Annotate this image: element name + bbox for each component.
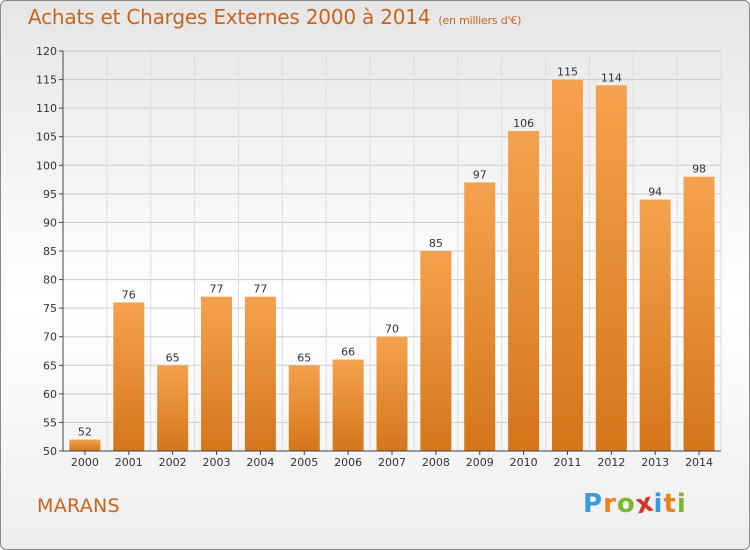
bar-2009: [464, 182, 496, 451]
bar-2000: [69, 439, 101, 451]
x-tick-label: 2000: [71, 456, 99, 469]
y-tick-label: 80: [43, 274, 57, 287]
data-label-2007: 70: [385, 323, 399, 336]
y-tick-label: 50: [43, 445, 57, 458]
data-label-2002: 65: [166, 351, 180, 364]
y-tick-label: 55: [43, 416, 57, 429]
bar-2002: [157, 365, 189, 451]
logo-letter: r: [603, 489, 617, 519]
data-label-2004: 77: [253, 283, 267, 296]
bar-2011: [551, 79, 583, 452]
x-tick-label: 2002: [159, 456, 187, 469]
bar-2003: [201, 296, 233, 451]
logo-letter: i: [653, 489, 664, 519]
y-tick-label: 70: [43, 331, 57, 344]
bar-2010: [508, 131, 540, 451]
axes: 50 55 60 65 70 75 80 85 90 95 100 105 110 115 120 2000 2…: [36, 45, 721, 469]
x-tick-label: 2004: [246, 456, 274, 469]
y-tick-label: 60: [43, 388, 57, 401]
y-tick-label: 65: [43, 359, 57, 372]
data-label-2001: 76: [122, 288, 136, 301]
x-tick-label: 2011: [553, 456, 581, 469]
y-tick-label: 100: [36, 159, 57, 172]
bar-2004: [244, 296, 276, 451]
x-tick-label: 2007: [378, 456, 406, 469]
x-tick-label: 2012: [597, 456, 625, 469]
x-tick-label: 2003: [203, 456, 231, 469]
bar-2012: [595, 85, 627, 452]
y-tick-label: 110: [36, 102, 57, 115]
y-tick-label: 90: [43, 216, 57, 229]
data-label-2011: 115: [557, 66, 578, 79]
x-tick-label: 2006: [334, 456, 362, 469]
data-label-2003: 77: [210, 283, 224, 296]
chart-title: Achats et Charges Externes 2000 à 2014 (e…: [28, 5, 521, 29]
proxiti-logo: Proxiti: [583, 487, 687, 520]
x-tick-label: 2013: [641, 456, 669, 469]
x-tick-label: 2014: [685, 456, 713, 469]
y-tick-label: 105: [36, 131, 57, 144]
bar-2006: [332, 359, 364, 451]
bars: 52 76 65 77 77 65 66 70 85 97 106 115 114 94 98: [69, 66, 715, 452]
bar-2007: [376, 336, 408, 451]
x-tick-label: 2005: [290, 456, 318, 469]
x-tick-label: 2008: [422, 456, 450, 469]
data-label-2012: 114: [601, 71, 622, 84]
bar-2014: [683, 176, 715, 451]
logo-letter: P: [583, 489, 604, 519]
y-tick-label: 120: [36, 45, 57, 58]
logo-letter: t: [663, 489, 677, 519]
chart-subtitle: (en milliers d'€): [438, 14, 522, 27]
bar-2005: [288, 365, 320, 451]
y-tick-label: 115: [36, 74, 57, 87]
data-label-2009: 97: [473, 168, 487, 181]
data-label-2013: 94: [648, 186, 662, 199]
logo-letter: i: [676, 489, 687, 519]
data-label-2014: 98: [692, 163, 706, 176]
y-tick-label: 85: [43, 245, 57, 258]
data-label-2000: 52: [78, 426, 92, 439]
y-tick-label: 75: [43, 302, 57, 315]
data-label-2008: 85: [429, 237, 443, 250]
chart-title-text: Achats et Charges Externes 2000 à 2014: [28, 5, 431, 29]
bar-2008: [420, 251, 452, 451]
data-label-2006: 66: [341, 346, 355, 359]
data-label-2005: 65: [297, 351, 311, 364]
data-label-2010: 106: [513, 117, 534, 130]
x-tick-label: 2009: [466, 456, 494, 469]
x-tick-label: 2001: [115, 456, 143, 469]
logo-letter: o: [616, 489, 636, 519]
bar-2001: [113, 302, 145, 451]
bar-2013: [639, 199, 671, 451]
x-tick-label: 2010: [510, 456, 538, 469]
y-tick-label: 95: [43, 188, 57, 201]
commune-name: MARANS: [37, 495, 120, 517]
